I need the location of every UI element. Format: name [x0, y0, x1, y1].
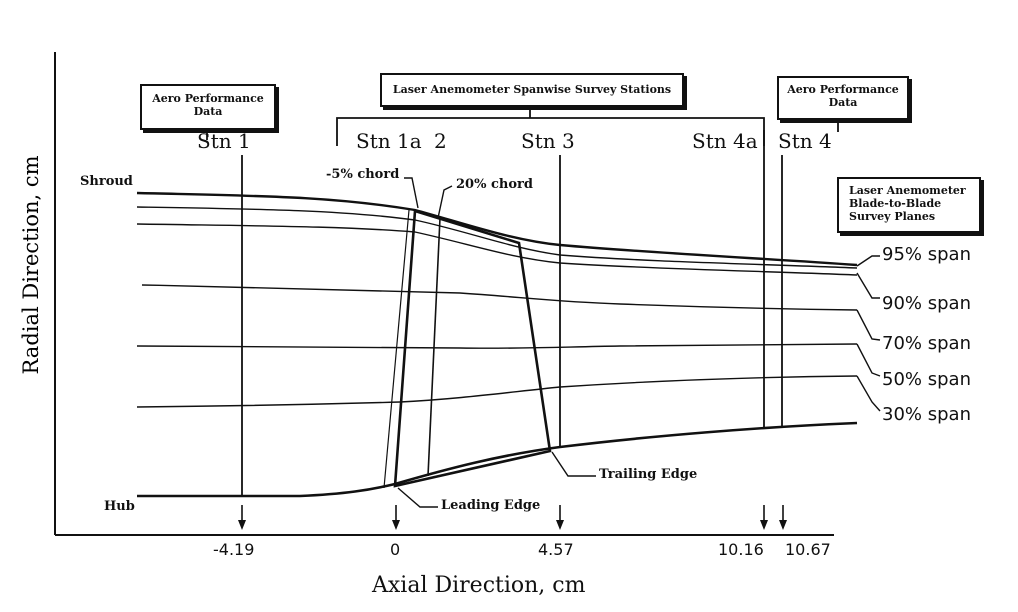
span-label-90: 90% span — [882, 293, 971, 314]
leader-leading-edge — [397, 487, 438, 508]
laser-b2b-box: Laser Anemometer Blade-to-Blade Survey P… — [837, 177, 981, 233]
station-label-1a: Stn 1a — [356, 129, 422, 153]
station-label-3: Stn 3 — [521, 129, 575, 153]
streamline-90 — [136, 223, 858, 276]
shroud-label: Shroud — [80, 174, 133, 189]
axial-arrow-10p67 — [779, 505, 787, 530]
hub-wall — [137, 421, 858, 498]
laser-b2b-line2: Blade-to-Blade — [849, 197, 942, 210]
aero-right-line1: Aero Performance — [787, 83, 899, 96]
leader-span-50 — [856, 343, 881, 377]
station-label-4a: Stn 4a — [692, 129, 758, 153]
span-label-95: 95% span — [882, 244, 971, 265]
chord-label-20: 20% chord — [456, 177, 533, 192]
streamline-30 — [136, 375, 858, 408]
streamline-70 — [141, 284, 858, 311]
blade-outline — [393, 209, 552, 488]
chord-label-neg5: -5% chord — [326, 167, 400, 182]
chord-20-line — [427, 217, 441, 477]
spanwise-bracket — [336, 117, 765, 146]
axial-tick-4p57: 4.57 — [538, 540, 574, 559]
leader-span-95 — [856, 255, 880, 267]
span-label-30: 30% span — [882, 404, 971, 425]
axial-arrow-10p16 — [760, 505, 768, 530]
laser-spanwise-box: Laser Anemometer Spanwise Survey Station… — [380, 73, 684, 107]
hub-label: Hub — [104, 499, 135, 514]
station-label-2: 2 — [434, 129, 447, 153]
leader-span-70 — [856, 309, 881, 341]
aero-left-line1: Aero Performance — [152, 92, 264, 105]
span-label-50: 50% span — [882, 369, 971, 390]
y-axis-label: Radial Direction, cm — [19, 155, 43, 374]
axial-tick-10p16: 10.16 — [718, 540, 764, 559]
axial-tick-0: 0 — [390, 540, 401, 559]
axial-tick-10p67: 10.67 — [785, 540, 831, 559]
axial-arrow-0 — [392, 505, 400, 530]
laser-b2b-line3: Survey Planes — [849, 210, 936, 223]
shroud-wall — [136, 191, 858, 267]
leader-neg5-chord — [404, 177, 419, 209]
leader-trailing-edge — [551, 451, 596, 477]
axial-arrow-4p57 — [556, 505, 564, 530]
aero-right-line2: Data — [828, 96, 858, 109]
laser-spanwise-text: Laser Anemometer Spanwise Survey Station… — [392, 83, 672, 96]
station-label-1: Stn 1 — [197, 129, 251, 153]
aero-performance-box-right: Aero Performance Data — [777, 76, 909, 120]
streamline-50 — [136, 343, 858, 349]
chord-neg5-line — [383, 209, 410, 489]
trailing-edge-label: Trailing Edge — [599, 467, 698, 482]
station-label-4: Stn 4 — [778, 129, 832, 153]
aero-left-line2: Data — [193, 105, 223, 118]
leader-span-30 — [856, 375, 881, 412]
axial-tick-neg4p19: -4.19 — [213, 540, 255, 559]
leader-span-90 — [856, 272, 880, 299]
aero-performance-box-left: Aero Performance Data — [140, 84, 276, 130]
span-label-70: 70% span — [882, 333, 971, 354]
axial-arrow-neg4p19 — [238, 505, 246, 530]
laser-b2b-line1: Laser Anemometer — [849, 184, 966, 197]
x-axis-label: Axial Direction, cm — [372, 573, 586, 598]
leader-20-chord — [437, 185, 453, 219]
leading-edge-label: Leading Edge — [441, 498, 541, 513]
streamline-95 — [136, 206, 858, 269]
